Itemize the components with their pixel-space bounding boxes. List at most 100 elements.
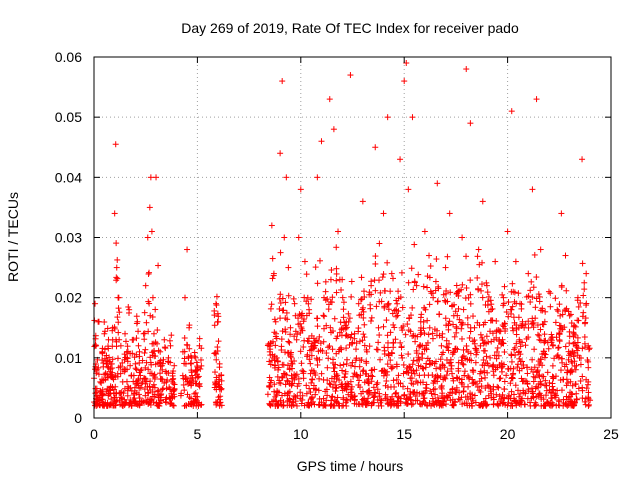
data-point	[277, 150, 284, 157]
data-point	[583, 376, 590, 383]
data-point	[537, 246, 544, 253]
data-point	[384, 397, 391, 404]
data-point	[361, 334, 368, 341]
data-point	[92, 342, 99, 349]
data-point	[426, 274, 433, 281]
data-point	[355, 300, 362, 307]
data-point	[92, 300, 99, 307]
data-point	[324, 392, 331, 399]
data-point	[552, 295, 559, 302]
data-point	[138, 398, 145, 405]
data-point	[179, 372, 186, 379]
data-point	[500, 302, 507, 309]
data-point	[459, 401, 466, 408]
data-point	[155, 262, 162, 269]
data-point	[569, 402, 576, 409]
data-point	[404, 321, 411, 328]
data-point	[139, 357, 146, 364]
data-point	[345, 318, 352, 325]
data-point	[337, 344, 344, 351]
data-point	[381, 304, 388, 311]
data-point	[122, 330, 129, 337]
data-point	[535, 384, 542, 391]
data-point	[549, 402, 556, 409]
data-point	[406, 394, 413, 401]
data-point	[180, 381, 187, 388]
data-point	[556, 398, 563, 405]
data-point	[213, 300, 220, 307]
data-point	[488, 301, 495, 308]
data-point	[129, 336, 136, 343]
data-point	[281, 371, 288, 378]
data-point	[188, 372, 195, 379]
data-point	[275, 389, 282, 396]
data-point	[132, 365, 139, 372]
data-point	[157, 392, 164, 399]
data-point	[277, 299, 284, 306]
data-point	[542, 351, 549, 358]
data-point	[269, 275, 276, 282]
data-point	[493, 327, 500, 334]
data-point	[517, 390, 524, 397]
data-point	[171, 393, 178, 400]
data-point	[582, 401, 589, 408]
data-point	[326, 343, 333, 350]
data-point	[363, 402, 370, 409]
data-point	[329, 384, 336, 391]
data-point	[136, 353, 143, 360]
data-point	[322, 402, 329, 409]
data-point	[120, 390, 127, 397]
data-point	[171, 385, 178, 392]
data-point	[453, 384, 460, 391]
data-point	[213, 356, 220, 363]
data-point	[336, 329, 343, 336]
data-point	[100, 360, 107, 367]
data-point	[145, 366, 152, 373]
data-point	[549, 386, 556, 393]
data-point	[434, 372, 441, 379]
data-point	[154, 327, 161, 334]
data-point	[142, 346, 149, 353]
data-point	[103, 388, 110, 395]
data-point	[450, 349, 457, 356]
data-point	[375, 339, 382, 346]
data-point	[501, 378, 508, 385]
data-point	[291, 392, 298, 399]
data-point	[445, 340, 452, 347]
data-point	[375, 402, 382, 409]
data-point	[297, 320, 304, 327]
data-point	[111, 210, 118, 217]
data-point	[380, 372, 387, 379]
data-point	[125, 303, 132, 310]
data-point	[107, 368, 114, 375]
data-point	[135, 375, 142, 382]
data-point	[115, 364, 122, 371]
data-point	[376, 240, 383, 247]
data-point	[295, 234, 302, 241]
data-point	[482, 319, 489, 326]
data-point	[215, 313, 222, 320]
data-point	[429, 330, 436, 337]
data-point	[391, 401, 398, 408]
data-point	[417, 331, 424, 338]
data-points	[91, 60, 594, 409]
data-point	[453, 325, 460, 332]
data-point	[398, 343, 405, 350]
data-point	[411, 370, 418, 377]
data-point	[282, 299, 289, 306]
data-point	[93, 389, 100, 396]
data-point	[400, 370, 407, 377]
data-point	[433, 358, 440, 365]
data-point	[106, 354, 113, 361]
data-point	[381, 287, 388, 294]
data-point	[277, 315, 284, 322]
data-point	[505, 313, 512, 320]
data-point	[440, 376, 447, 383]
data-point	[346, 315, 353, 322]
data-point	[392, 336, 399, 343]
data-point	[373, 381, 380, 388]
data-point	[188, 360, 195, 367]
data-point	[297, 389, 304, 396]
data-point	[291, 333, 298, 340]
